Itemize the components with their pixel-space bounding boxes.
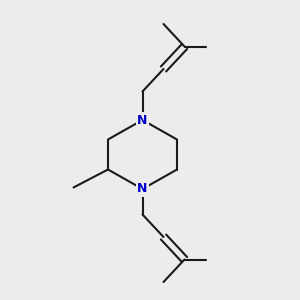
Text: N: N bbox=[137, 182, 148, 196]
Text: N: N bbox=[137, 113, 148, 127]
